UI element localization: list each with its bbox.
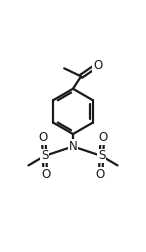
Text: O: O xyxy=(38,131,48,144)
Text: S: S xyxy=(41,149,48,163)
Text: O: O xyxy=(93,59,102,72)
Text: S: S xyxy=(98,149,105,163)
Text: N: N xyxy=(69,140,77,153)
Text: O: O xyxy=(98,131,108,144)
Text: O: O xyxy=(95,168,105,181)
Text: O: O xyxy=(41,168,51,181)
